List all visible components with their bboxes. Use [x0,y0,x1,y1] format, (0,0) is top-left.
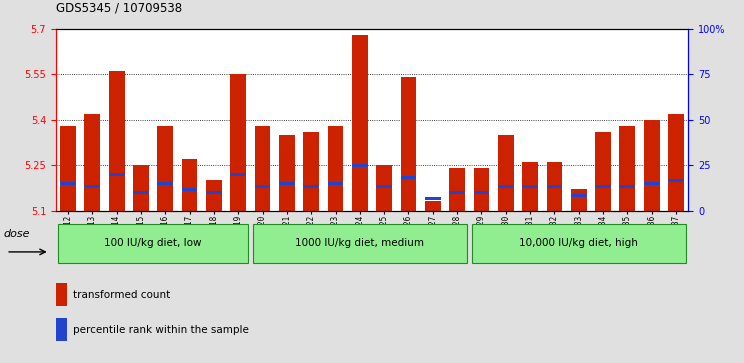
Bar [547,162,562,211]
Bar [425,197,440,200]
Bar [206,191,222,194]
Text: GDS5345 / 10709538: GDS5345 / 10709538 [56,1,182,15]
Bar [498,185,513,188]
Bar [182,159,197,211]
Bar [522,185,538,188]
Bar [595,132,611,211]
Bar [498,135,513,211]
Bar [157,126,173,211]
Bar [620,185,635,188]
Bar [109,72,124,211]
Bar [133,191,149,194]
Bar [352,35,368,211]
Bar [56,318,67,341]
Bar [109,173,124,176]
Bar [473,191,490,194]
Bar [547,185,562,188]
Text: 10,000 IU/kg diet, high: 10,000 IU/kg diet, high [519,238,638,248]
Text: 1000 IU/kg diet, medium: 1000 IU/kg diet, medium [295,238,424,248]
Text: 100 IU/kg diet, low: 100 IU/kg diet, low [104,238,202,248]
Bar [133,165,149,211]
FancyBboxPatch shape [472,224,686,263]
Bar [668,179,684,182]
Text: transformed count: transformed count [73,290,170,300]
Bar [60,182,76,185]
Bar [231,173,246,176]
Bar [400,77,417,211]
Bar [254,185,271,188]
Bar [668,114,684,211]
Bar [644,182,660,185]
Text: dose: dose [4,229,31,238]
Bar [327,182,344,185]
Bar [522,162,538,211]
Bar [279,135,295,211]
FancyBboxPatch shape [58,224,248,263]
Bar [352,164,368,167]
Bar [231,74,246,211]
FancyBboxPatch shape [253,224,467,263]
Bar [56,283,67,306]
Bar [304,185,319,188]
Bar [620,126,635,211]
Bar [84,114,100,211]
Bar [327,126,344,211]
Bar [279,182,295,185]
Bar [449,191,465,194]
Bar [400,176,417,179]
Bar [254,126,271,211]
Bar [571,189,587,211]
Bar [304,132,319,211]
Bar [473,168,490,211]
Bar [157,182,173,185]
Bar [595,185,611,188]
Bar [206,180,222,211]
Bar [84,185,100,188]
Bar [376,185,392,188]
Bar [376,165,392,211]
Bar [182,188,197,191]
Bar [571,194,587,197]
Text: percentile rank within the sample: percentile rank within the sample [73,325,248,335]
Bar [60,126,76,211]
Bar [644,120,660,211]
Bar [449,168,465,211]
Bar [425,201,440,211]
